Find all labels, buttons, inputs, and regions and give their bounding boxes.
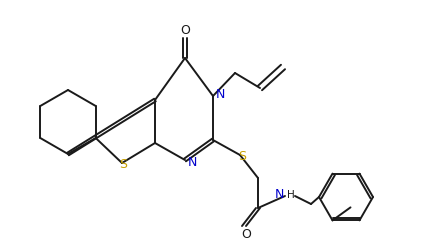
Text: O: O <box>241 228 251 240</box>
Text: N: N <box>188 155 197 169</box>
Text: N: N <box>274 188 284 202</box>
Text: O: O <box>180 23 190 37</box>
Text: S: S <box>238 150 246 164</box>
Text: S: S <box>119 158 127 171</box>
Text: H: H <box>287 190 295 200</box>
Text: N: N <box>216 87 225 101</box>
